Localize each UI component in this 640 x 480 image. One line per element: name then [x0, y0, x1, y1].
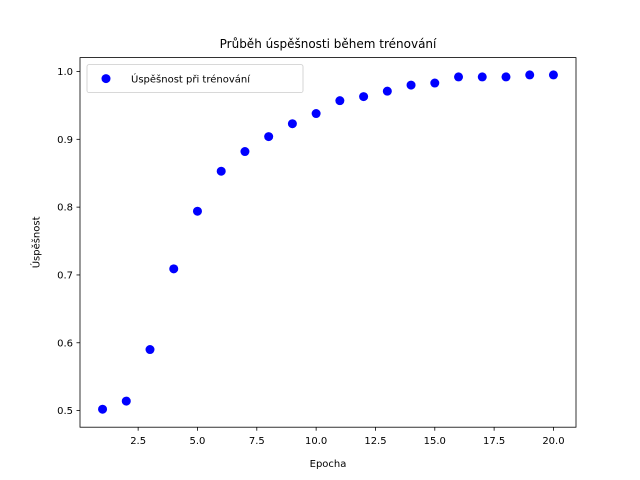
y-axis-label: Úspěšnost: [30, 216, 43, 268]
data-point: [359, 92, 369, 102]
data-point: [264, 132, 274, 142]
x-tick-label: 7.5: [249, 436, 265, 447]
data-point: [240, 147, 250, 157]
data-point: [406, 80, 416, 90]
data-point: [169, 264, 179, 274]
y-tick-label: 0.7: [57, 271, 73, 282]
legend-box: [86, 64, 304, 93]
x-tick-label: 17.5: [483, 436, 505, 447]
x-tick-label: 15.0: [424, 436, 446, 447]
y-tick-label: 0.6: [57, 338, 73, 349]
data-point: [548, 70, 558, 80]
x-tick-label: 5.0: [190, 436, 206, 447]
data-point: [430, 78, 440, 88]
data-point: [501, 72, 511, 82]
data-point: [335, 96, 345, 106]
x-tick-label: 20.0: [542, 436, 564, 447]
legend-marker: [101, 74, 111, 84]
data-point: [98, 404, 108, 414]
y-tick-label: 0.9: [57, 135, 73, 146]
data-point: [525, 70, 535, 80]
legend-label: Úspěšnost při trénování: [131, 72, 251, 85]
x-axis-ticks: 2.5 5.0 7.5 10.0 12.5 15.0 17.5 20.0: [130, 427, 565, 447]
data-point: [454, 72, 464, 82]
data-point: [382, 86, 392, 96]
y-tick-label: 1.0: [57, 67, 73, 78]
y-tick-label: 0.8: [57, 203, 73, 214]
data-point: [192, 206, 202, 216]
data-point: [287, 119, 297, 129]
data-point: [477, 72, 487, 82]
plot-frame: [79, 57, 577, 428]
x-tick-label: 10.0: [305, 436, 327, 447]
x-tick-label: 12.5: [364, 436, 386, 447]
data-points: [98, 70, 558, 414]
data-point: [145, 345, 155, 355]
legend: Úspěšnost při trénování: [86, 64, 304, 93]
x-tick-label: 2.5: [130, 436, 146, 447]
data-point: [311, 109, 321, 119]
data-point: [216, 166, 226, 176]
y-axis-ticks: 0.5 0.6 0.7 0.8 0.9 1.0: [57, 67, 80, 417]
y-tick-label: 0.5: [57, 406, 73, 417]
data-point: [121, 396, 131, 406]
x-axis-label: Epocha: [310, 459, 347, 470]
chart-title: Průběh úspěšnosti během trénování: [220, 37, 437, 51]
